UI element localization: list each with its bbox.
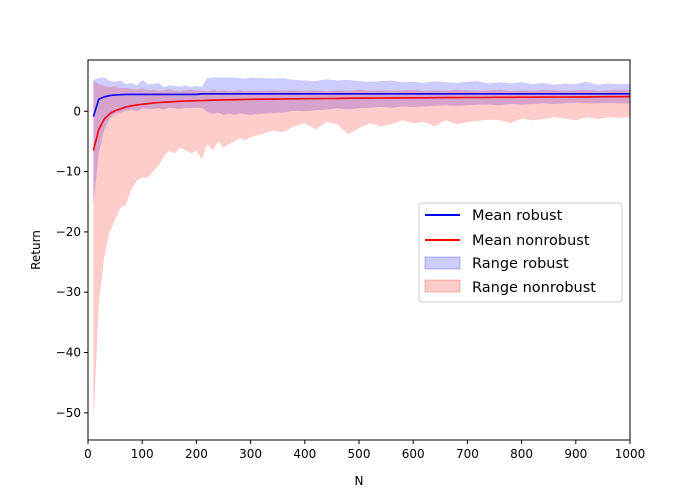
legend-label-range-nonrobust: Range nonrobust: [472, 280, 596, 296]
x-tick-label: 100: [131, 447, 154, 461]
x-tick-label: 1000: [615, 447, 646, 461]
band-range-robust: [93, 77, 630, 205]
legend-label-mean-robust: Mean robust: [472, 208, 563, 224]
y-tick-label: −50: [56, 406, 81, 420]
x-tick-label: 300: [239, 447, 262, 461]
x-axis-label: N: [355, 474, 364, 488]
mean-lines: [92, 93, 631, 151]
x-tick-label: 900: [564, 447, 587, 461]
line-mean-nonrobust: [92, 95, 631, 151]
x-tick-label: 400: [293, 447, 316, 461]
line-mean-robust: [92, 93, 630, 117]
y-tick-label: −30: [56, 285, 81, 299]
legend-swatch-range-nonrobust: [424, 279, 461, 293]
x-tick-label: 800: [510, 447, 533, 461]
y-tick-label: −10: [56, 165, 81, 179]
y-tick-label: −20: [56, 225, 81, 239]
x-tick-label: 500: [348, 447, 371, 461]
legend-swatch-range-robust: [424, 256, 461, 270]
range-bands: [93, 77, 630, 425]
legend-label-range-robust: Range robust: [472, 256, 569, 272]
x-tick-label: 700: [456, 447, 479, 461]
x-tick-label: 200: [185, 447, 208, 461]
x-tick-label: 0: [84, 447, 92, 461]
y-tick-label: −40: [56, 346, 81, 360]
legend: Mean robust Mean nonrobust Range robust …: [418, 202, 623, 303]
y-axis-label: Return: [29, 230, 43, 270]
legend-label-mean-nonrobust: Mean nonrobust: [472, 233, 590, 249]
x-tick-label: 600: [402, 447, 425, 461]
band-range-nonrobust: [93, 81, 630, 425]
y-tick-label: 0: [73, 104, 81, 118]
x-axis-ticks: 0 100 200 300 400 500 600 700 800 900 1000: [84, 440, 645, 461]
y-axis-ticks: −50 −40 −30 −20 −10 0: [56, 104, 88, 420]
legend-box: [418, 202, 623, 303]
